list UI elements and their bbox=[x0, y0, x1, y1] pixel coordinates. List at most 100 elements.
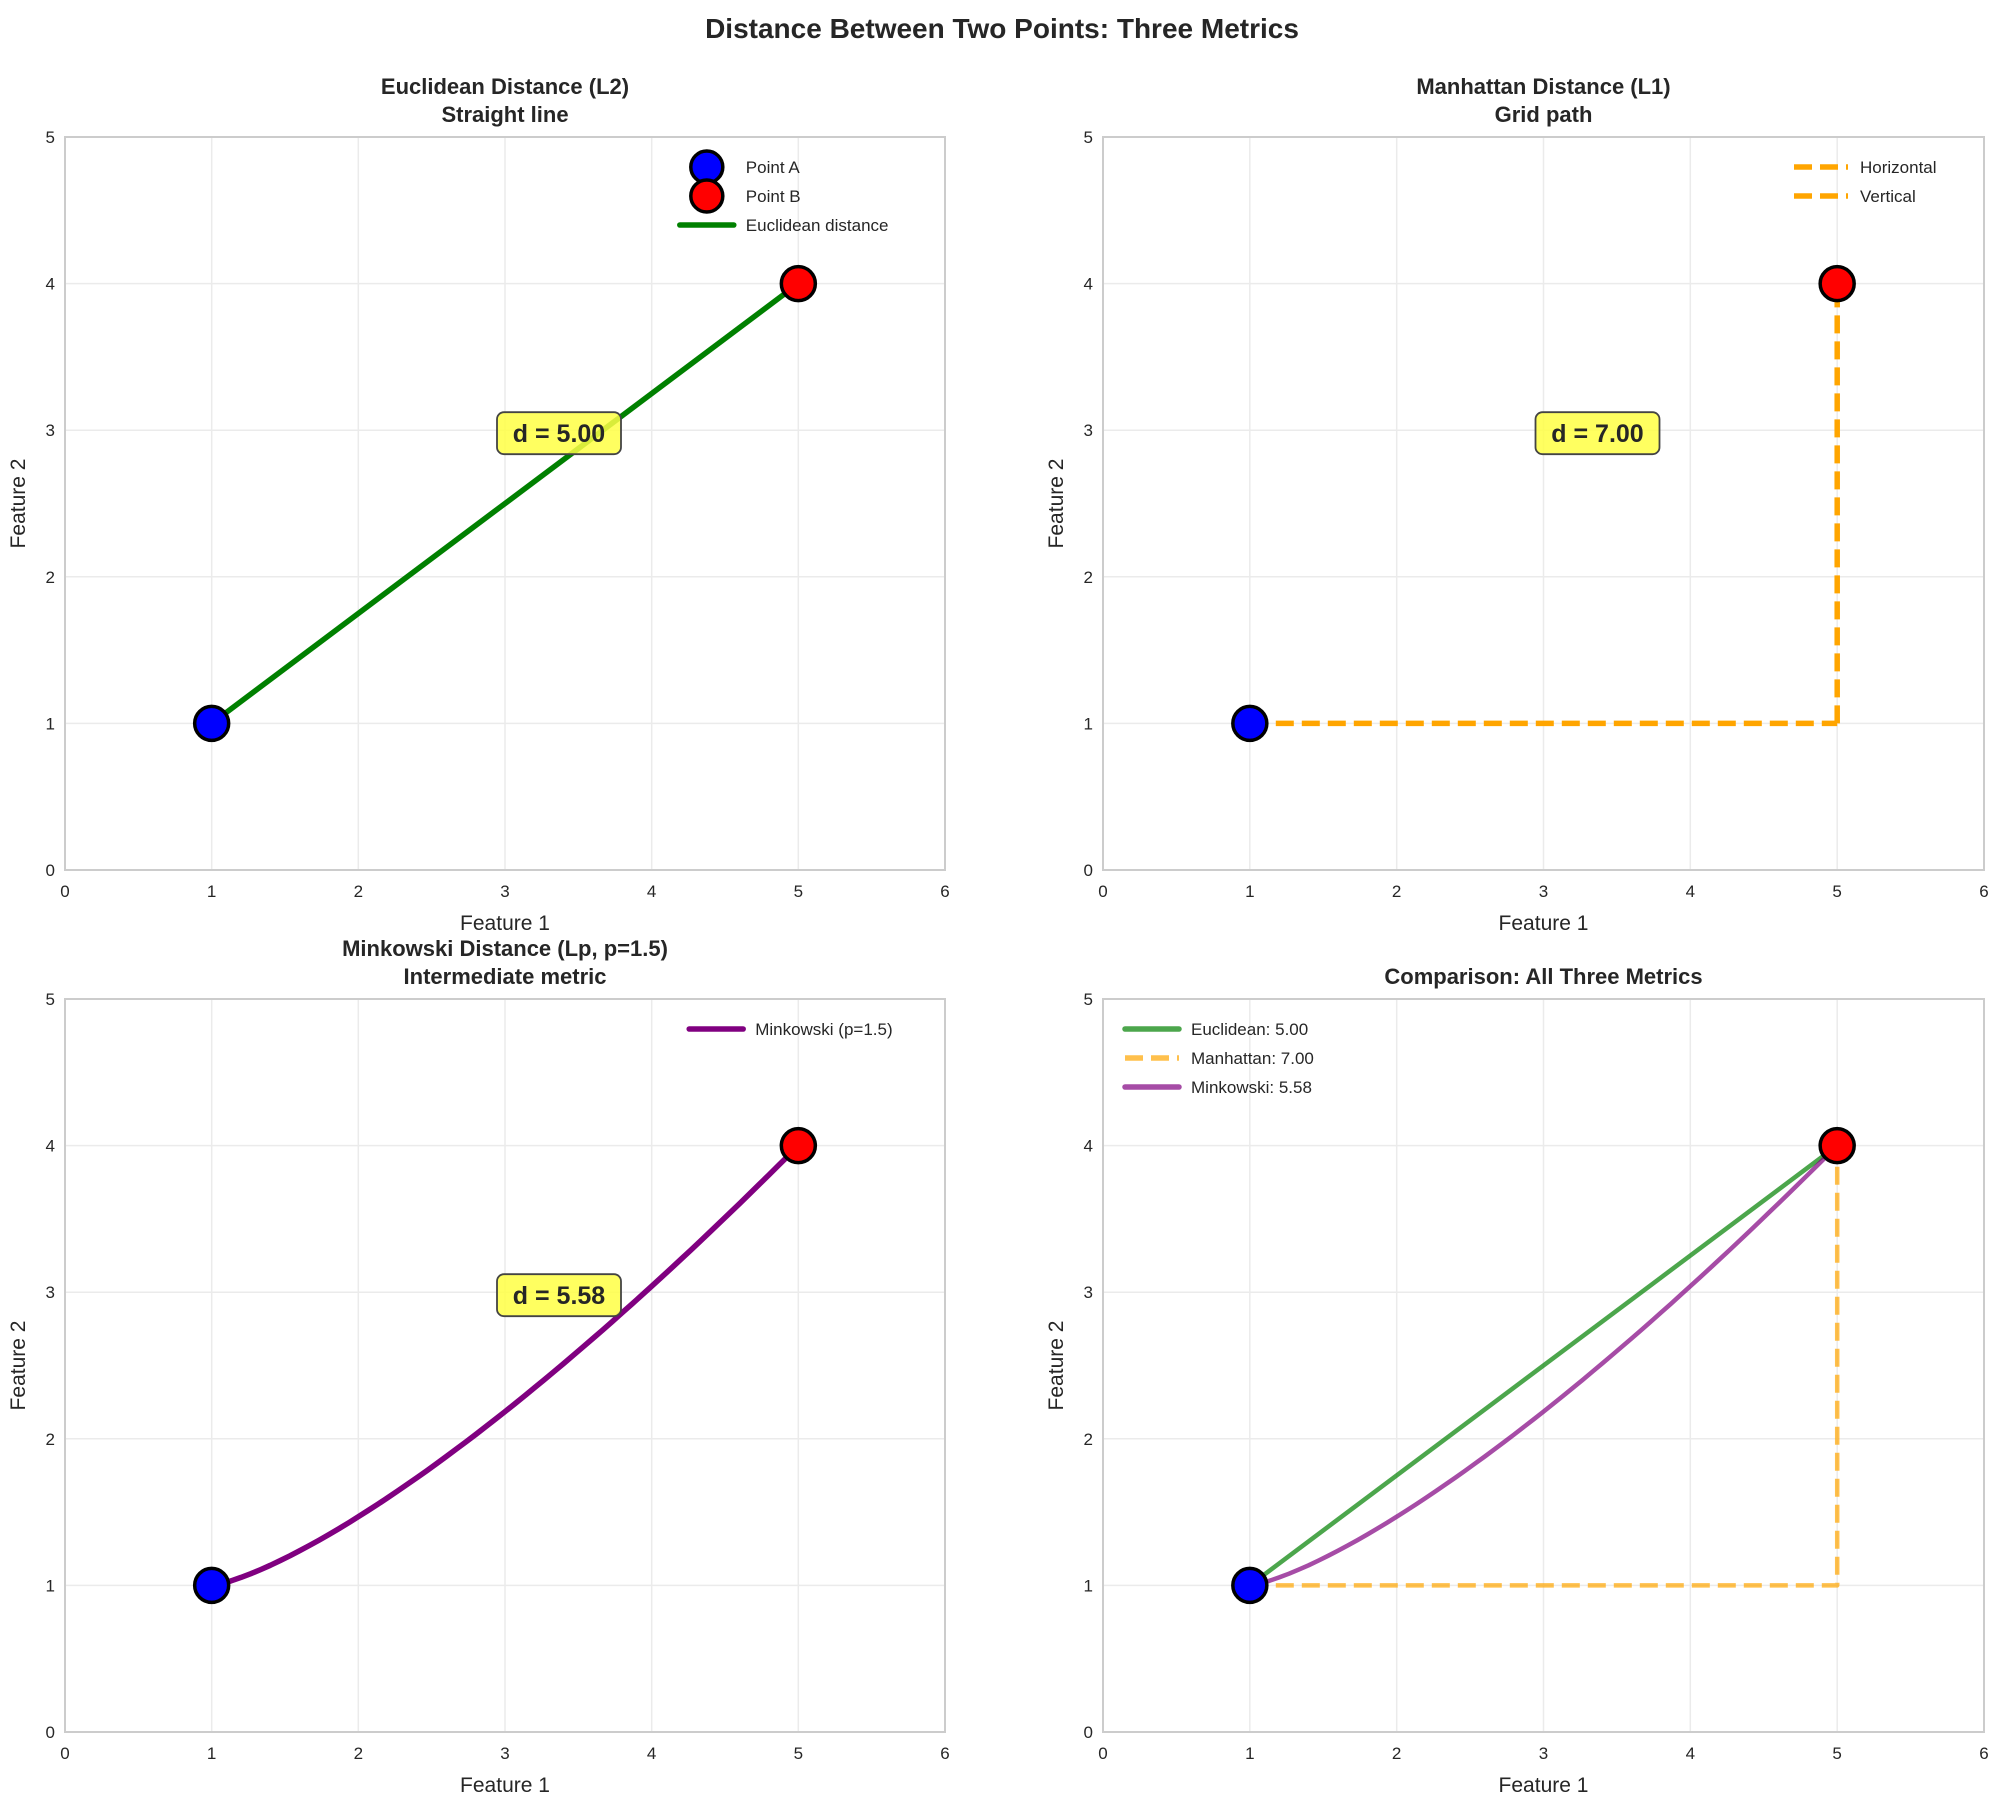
y-tick-label: 1 bbox=[46, 714, 55, 733]
x-tick-label: 4 bbox=[647, 882, 656, 901]
x-tick-label: 0 bbox=[60, 882, 69, 901]
y-tick-label: 0 bbox=[1084, 861, 1093, 880]
distance-label: d = 5.58 bbox=[513, 1282, 606, 1310]
axes-frame bbox=[1102, 136, 1985, 871]
x-tick-label: 4 bbox=[647, 1744, 656, 1763]
x-tick-label: 2 bbox=[354, 882, 363, 901]
legend-label: Horizontal bbox=[1860, 158, 1937, 177]
y-tick-label: 0 bbox=[46, 861, 55, 880]
legend-marker-icon bbox=[689, 149, 725, 185]
data-point bbox=[1818, 1126, 1856, 1165]
y-tick-label: 1 bbox=[1084, 714, 1093, 733]
legend-label: Minkowski: 5.58 bbox=[1191, 1078, 1312, 1097]
y-tick-label: 3 bbox=[46, 1283, 55, 1302]
series-line bbox=[1249, 1144, 1839, 1588]
subplot-3: 0 1 2 3 4 5 6 0 1 2 3 4 5 Minkowski Distance (Lp, p=1… bbox=[7, 936, 950, 1797]
x-tick-label: 5 bbox=[1832, 882, 1841, 901]
subplot-title: Manhattan Distance (L1) bbox=[1416, 74, 1670, 99]
y-tick-label: 1 bbox=[1084, 1576, 1093, 1595]
x-axis-label: Feature 1 bbox=[460, 1774, 550, 1797]
y-tick-label: 4 bbox=[1084, 275, 1093, 294]
data-point bbox=[192, 704, 231, 743]
y-tick-label: 4 bbox=[46, 1137, 55, 1156]
x-tick-label: 2 bbox=[1392, 882, 1401, 901]
x-tick-label: 6 bbox=[1979, 882, 1988, 901]
x-tick-label: 6 bbox=[940, 882, 949, 901]
x-tick-label: 4 bbox=[1686, 1744, 1695, 1763]
subplot-title: Euclidean Distance (L2) bbox=[381, 74, 629, 99]
y-tick-label: 0 bbox=[46, 1723, 55, 1742]
x-tick-label: 2 bbox=[1392, 1744, 1401, 1763]
y-tick-label: 3 bbox=[1084, 1283, 1093, 1302]
subplot-subtitle: Intermediate metric bbox=[404, 964, 607, 989]
x-tick-label: 3 bbox=[500, 1744, 509, 1763]
data-point bbox=[1231, 1566, 1269, 1605]
x-tick-label: 4 bbox=[1686, 882, 1695, 901]
y-tick-label: 5 bbox=[46, 990, 55, 1009]
x-tick-label: 0 bbox=[1098, 1744, 1107, 1763]
x-axis-label: Feature 1 bbox=[1499, 1774, 1589, 1797]
subplot-2: 0 1 2 3 4 5 6 0 1 2 3 4 5 Manhattan Distance (L1) Grid… bbox=[1045, 74, 1989, 935]
x-tick-label: 3 bbox=[1539, 882, 1548, 901]
subplot-title: Comparison: All Three Metrics bbox=[1384, 964, 1702, 989]
y-tick-label: 5 bbox=[1084, 990, 1093, 1009]
x-tick-label: 0 bbox=[60, 1744, 69, 1763]
y-tick-label: 4 bbox=[1084, 1137, 1093, 1156]
data-point bbox=[779, 1126, 818, 1165]
subplot-4: 0 1 2 3 4 5 6 0 1 2 3 4 5 Comparison: All Three Metri… bbox=[1045, 964, 1989, 1797]
y-axis-label: Feature 2 bbox=[1045, 459, 1068, 549]
series-line bbox=[1248, 1143, 1839, 1588]
subplot-subtitle: Grid path bbox=[1495, 102, 1593, 127]
y-tick-label: 2 bbox=[46, 1430, 55, 1449]
distance-label-box bbox=[496, 411, 622, 456]
y-axis-label: Feature 2 bbox=[7, 1321, 30, 1411]
legend: Minkowski (p=1.5) bbox=[686, 1020, 893, 1039]
x-tick-label: 6 bbox=[1979, 1744, 1988, 1763]
x-tick-label: 3 bbox=[1539, 1744, 1548, 1763]
legend-label: Manhattan: 7.00 bbox=[1191, 1049, 1314, 1068]
y-tick-label: 2 bbox=[1084, 568, 1093, 587]
series-line bbox=[1249, 1145, 1840, 1588]
y-tick-label: 5 bbox=[1084, 128, 1093, 147]
series-line bbox=[210, 281, 800, 726]
legend-label: Minkowski (p=1.5) bbox=[755, 1020, 892, 1039]
subplot-1: 0 1 2 3 4 5 6 0 1 2 3 4 5 Euclidean Distance (L2) Stra… bbox=[7, 74, 950, 935]
legend-label: Point A bbox=[746, 158, 801, 177]
x-tick-label: 0 bbox=[1098, 882, 1107, 901]
axes-frame bbox=[64, 136, 946, 871]
legend-label: Euclidean: 5.00 bbox=[1191, 1020, 1308, 1039]
axes-frame bbox=[1102, 998, 1985, 1733]
subplot-subtitle: Straight line bbox=[441, 102, 568, 127]
legend: Euclidean: 5.00 Manhattan: 7.00 Minkowski:… bbox=[1122, 1020, 1314, 1097]
x-axis-label: Feature 1 bbox=[1499, 912, 1589, 935]
data-point bbox=[192, 1566, 231, 1605]
y-tick-label: 0 bbox=[1084, 1723, 1093, 1742]
x-tick-label: 1 bbox=[1245, 882, 1254, 901]
x-tick-label: 5 bbox=[794, 882, 803, 901]
distance-label-box bbox=[1534, 411, 1661, 456]
distance-label: d = 5.00 bbox=[513, 420, 605, 448]
y-tick-label: 5 bbox=[46, 128, 55, 147]
legend-label: Point B bbox=[746, 187, 801, 206]
legend: Horizontal Vertical bbox=[1794, 158, 1937, 206]
y-tick-label: 3 bbox=[1084, 421, 1093, 440]
data-point bbox=[779, 264, 818, 303]
y-axis-label: Feature 2 bbox=[7, 459, 30, 549]
legend: Point A Point B Euclidean distance bbox=[677, 149, 889, 235]
y-tick-label: 1 bbox=[46, 1576, 55, 1595]
y-axis-label: Feature 2 bbox=[1045, 1321, 1068, 1411]
series-line bbox=[211, 1143, 801, 1589]
x-tick-label: 1 bbox=[1245, 1744, 1254, 1763]
subplot-title: Minkowski Distance (Lp, p=1.5) bbox=[342, 936, 668, 961]
x-tick-label: 1 bbox=[207, 1744, 216, 1763]
axes-frame bbox=[64, 998, 946, 1733]
x-tick-label: 5 bbox=[794, 1744, 803, 1763]
x-tick-label: 2 bbox=[354, 1744, 363, 1763]
y-tick-label: 2 bbox=[1084, 1430, 1093, 1449]
legend-label: Vertical bbox=[1860, 187, 1916, 206]
legend-marker-icon bbox=[689, 178, 725, 214]
data-point bbox=[1231, 704, 1269, 743]
x-axis-label: Feature 1 bbox=[460, 912, 550, 935]
y-tick-label: 3 bbox=[46, 421, 55, 440]
